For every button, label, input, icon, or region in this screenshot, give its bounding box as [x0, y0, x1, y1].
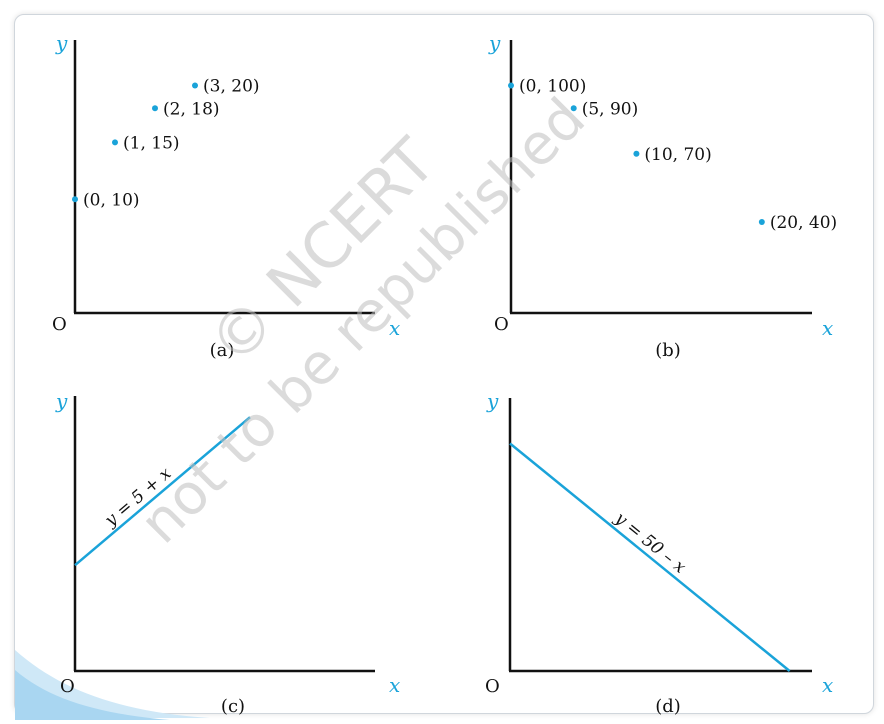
- panel-c: y x O (c) y = 5 + x: [55, 389, 400, 717]
- panel-b: y x O (b) (0, 100)(5, 90) (10, 70) (20, 40…: [488, 31, 837, 361]
- panel-d-y-axis-label: y: [486, 389, 499, 413]
- panel-b-point-label-3: (20, 40): [770, 213, 837, 233]
- panel-b-y-axis-label: y: [488, 31, 501, 55]
- panel-a-marks: (0, 10) (1, 15) (2, 18)(3, 20): [72, 77, 260, 210]
- panel-b-point-label-0: (0, 100): [519, 77, 586, 97]
- panel-b-point-label-2: (10, 70): [644, 145, 711, 165]
- panel-c-x-axis-label: x: [389, 673, 400, 697]
- panel-c-y-axis-label: y: [55, 389, 68, 413]
- panel-a-point-0: [72, 196, 78, 203]
- panel-a: y x O (a) (0, 10) (1, 15) (2, 18)(3, 20): [52, 31, 400, 361]
- panel-b-point-0: [508, 82, 514, 89]
- panel-d-marks: y = 50 – x: [509, 442, 791, 672]
- panel-d-origin-label: O: [485, 676, 500, 697]
- figure-frame: [14, 14, 874, 714]
- panel-a-y-axis-label: y: [55, 31, 68, 55]
- panel-a-caption: (a): [210, 340, 235, 361]
- panel-c-marks: y = 5 + x: [74, 416, 251, 567]
- panel-a-point-label-3: (3, 20): [203, 77, 260, 97]
- panel-a-point-label-2: (2, 18): [163, 99, 220, 119]
- panel-d-caption: (d): [655, 696, 681, 717]
- panel-c-equation-label: y = 5 + x: [100, 463, 175, 531]
- panel-d-equation-label: y = 50 – x: [610, 508, 690, 578]
- panel-c-origin-label: O: [60, 676, 75, 697]
- panel-a-point-label-0: (0, 10): [83, 190, 140, 210]
- panel-a-point-2: [152, 105, 158, 112]
- panel-c-caption: (c): [221, 696, 245, 717]
- panel-b-origin-label: O: [494, 314, 509, 335]
- panel-d-x-axis-label: x: [822, 673, 833, 697]
- panel-b-point-2: [633, 150, 640, 157]
- panel-b-x-axis-label: x: [822, 316, 833, 340]
- panel-c-series-line-0: [74, 416, 251, 567]
- panel-b-marks: (0, 100)(5, 90) (10, 70) (20, 40): [508, 77, 837, 233]
- panel-a-point-1: [112, 139, 118, 146]
- panel-b-point-3: [758, 219, 765, 225]
- panel-a-point-3: [192, 82, 198, 89]
- panel-b-point-label-1: (5, 90): [582, 99, 639, 119]
- panel-a-origin-label: O: [52, 314, 67, 335]
- panel-a-point-label-1: (1, 15): [123, 133, 180, 153]
- panel-b-caption: (b): [655, 340, 681, 361]
- panel-d-series-line-0: [509, 442, 791, 672]
- panel-d: y x O (d) y = 50 – x: [485, 389, 833, 717]
- panel-b-point-1: [570, 105, 577, 112]
- panel-a-x-axis-label: x: [389, 316, 400, 340]
